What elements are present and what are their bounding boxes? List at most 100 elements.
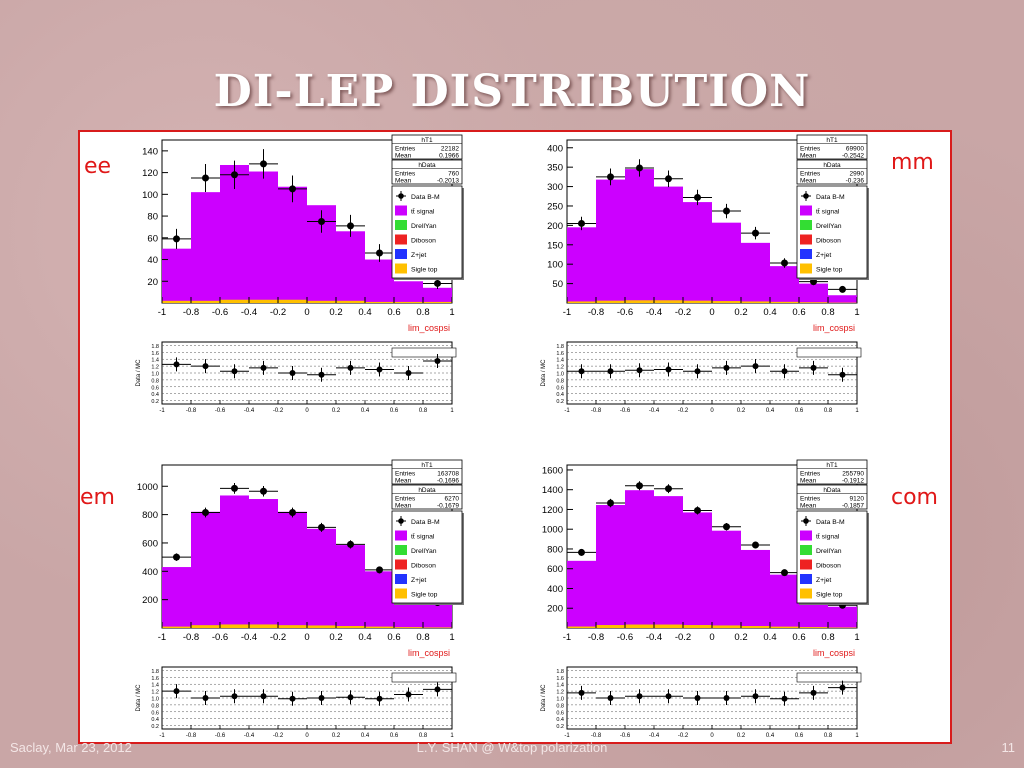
ratio-point: [347, 364, 354, 371]
signal-bar: [365, 259, 394, 303]
legend-label-drellyan: DrellYan: [411, 223, 437, 230]
signal-bar: [365, 571, 394, 628]
x-tick-label: 1: [854, 307, 859, 318]
signal-bar: [162, 567, 191, 628]
ratio-y-tick-label: 0.6: [151, 710, 159, 716]
data-point: [694, 193, 701, 201]
stats-mc-entries-value: 22182: [441, 146, 459, 153]
y-tick-label: 1000: [137, 482, 158, 493]
stats-data-entries-label: Entries: [800, 171, 821, 178]
ratio-y-tick-label: 0.6: [556, 710, 564, 716]
stats-data-mean-value: -0.1679: [437, 503, 459, 510]
legend-label-signal: tt̄ signal: [816, 208, 840, 216]
data-point: [665, 175, 672, 183]
data-point: [665, 485, 672, 493]
legend-label-single-top: Sigle top: [411, 267, 438, 274]
ratio-point: [434, 686, 441, 693]
ratio-point: [376, 366, 383, 373]
x-tick-label: 0.2: [329, 632, 342, 643]
y-tick-label: 120: [142, 168, 158, 179]
single-top-bar: [799, 627, 828, 628]
ratio-y-label: Data / MC: [136, 684, 142, 712]
ratio-x-tick-label: -1: [564, 733, 570, 739]
legend-label-diboson: Diboson: [411, 238, 436, 245]
data-point: [752, 541, 759, 549]
legend-label-data: Data B-M: [411, 194, 440, 201]
stats-data-box: [796, 159, 868, 185]
ratio-legend-box: [796, 347, 862, 358]
y-tick-label: 200: [547, 221, 563, 232]
ratio-y-tick-label: 0.8: [151, 378, 159, 384]
ratio-x-tick-label: 0: [305, 733, 309, 739]
stats-data-entries-value: 6270: [445, 496, 460, 503]
legend-box: [796, 185, 868, 279]
ratio-point: [405, 691, 412, 698]
plot-com: 200 400 600 800 1000 1200 1400 1600 -1 -0.8 -0.6 -0…: [541, 459, 869, 739]
stats-data-mean-label: Mean: [800, 503, 817, 510]
stats-mc-mean-label: Mean: [800, 478, 817, 485]
legend-label-diboson: Diboson: [816, 563, 841, 570]
ratio-point: [810, 689, 817, 696]
y-tick-label: 200: [142, 595, 158, 606]
legend-swatch-drellyan: [800, 545, 812, 555]
ratio-x-tick-label: -0.2: [678, 733, 689, 739]
legend-swatch-zjet: [800, 574, 812, 584]
x-tick-label: 0: [304, 632, 309, 643]
ratio-point: [723, 695, 730, 701]
y-tick-label: 100: [547, 260, 563, 271]
stats-data-entries-value: 9120: [850, 496, 865, 503]
y-tick-label: 600: [547, 564, 563, 575]
x-tick-label: 0.6: [792, 307, 805, 318]
y-tick-label: 600: [142, 538, 158, 549]
x-tick-label: 0.8: [821, 307, 834, 318]
ratio-x-tick-label: -0.2: [273, 408, 284, 414]
x-tick-label: -0.4: [241, 632, 257, 643]
ratio-y-tick-label: 1.6: [556, 676, 564, 682]
ratio-x-tick-label: -0.6: [620, 733, 631, 739]
single-top-bar: [654, 624, 683, 628]
footer-date: 15.3.2012: [80, 727, 138, 742]
ratio-x-tick-label: 0.4: [766, 408, 775, 414]
ratio-x-tick-label: -0.8: [591, 408, 602, 414]
legend-label-zjet: Z+jet: [816, 252, 831, 259]
ratio-y-tick-label: 1.4: [556, 358, 564, 364]
ratio-point: [839, 684, 846, 691]
data-point: [260, 160, 267, 168]
ratio-y-tick-label: 1.8: [151, 669, 159, 675]
legend-label-zjet: Z+jet: [816, 577, 831, 584]
ratio-point: [781, 368, 788, 375]
signal-bar: [162, 248, 191, 303]
legend-data-marker: [803, 193, 809, 199]
x-tick-label: 0.4: [358, 307, 371, 318]
ratio-point: [231, 693, 238, 700]
ratio-y-tick-label: 0.8: [151, 703, 159, 709]
ratio-x-tick-label: -0.8: [186, 408, 197, 414]
stats-data-entries-label: Entries: [395, 171, 416, 178]
legend-label-diboson: Diboson: [816, 238, 841, 245]
ratio-x-tick-label: -0.4: [649, 733, 660, 739]
legend-swatch-drellyan: [395, 545, 407, 555]
signal-bar: [596, 505, 625, 628]
data-point: [723, 523, 730, 531]
ratio-x-tick-label: 0.6: [390, 408, 399, 414]
ratio-point: [434, 357, 441, 364]
signal-bar: [770, 266, 799, 303]
y-tick-label: 150: [547, 240, 563, 251]
single-top-bar: [336, 300, 365, 303]
x-tick-label: 0.8: [821, 632, 834, 643]
signal-bar: [712, 530, 741, 628]
x-tick-label: 0.4: [763, 307, 776, 318]
ratio-y-tick-label: 0.2: [556, 399, 564, 405]
ratio-x-tick-label: -1: [159, 408, 165, 414]
ratio-x-tick-label: 0.2: [737, 408, 746, 414]
single-top-bar: [596, 300, 625, 303]
ratio-point: [752, 363, 759, 370]
ratio-y-tick-label: 0.8: [556, 378, 564, 384]
ratio-point: [202, 695, 209, 701]
x-tick-label: -0.8: [183, 307, 199, 318]
signal-bar: [654, 186, 683, 303]
x-tick-label: -1: [158, 632, 166, 643]
x-tick-label: -0.6: [617, 307, 633, 318]
single-top-bar: [191, 300, 220, 303]
ratio-point: [694, 695, 701, 701]
